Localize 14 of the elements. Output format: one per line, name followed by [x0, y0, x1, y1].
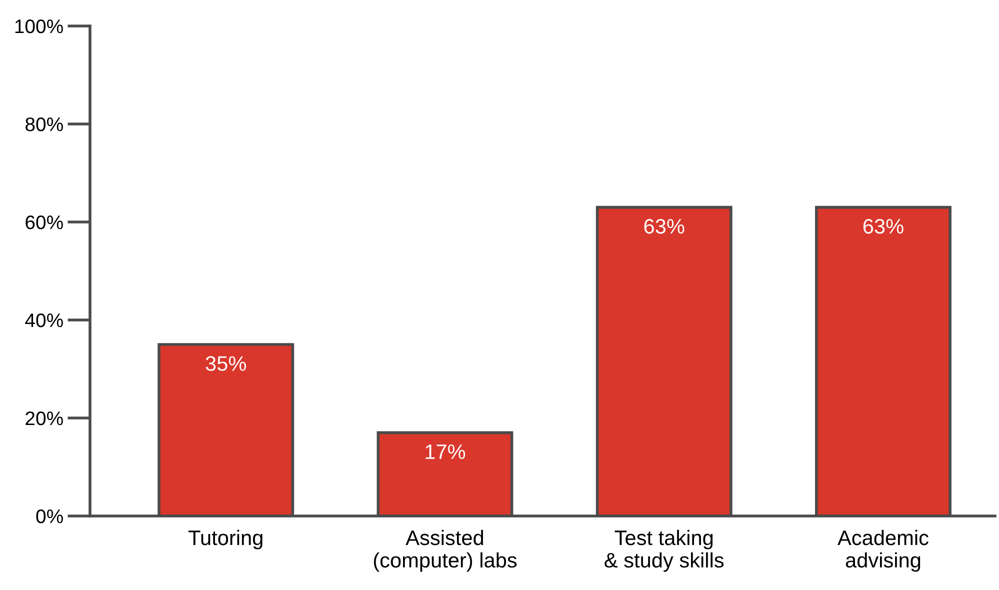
x-tick-label: Tutoring [188, 530, 262, 550]
x-tick-label: Assisted (computer) labs [374, 530, 517, 572]
data-label: 63% [863, 218, 904, 234]
y-tick-label: 20% [26, 411, 63, 426]
data-label: 63% [644, 218, 684, 234]
y-tick-label: 40% [25, 313, 63, 328]
y-tick-label: 100% [15, 19, 63, 34]
y-tick-label: 0% [36, 509, 63, 524]
x-tick-label: Academic advising [838, 530, 928, 572]
y-tick-label: 60% [26, 215, 63, 230]
data-label: 17% [426, 444, 466, 460]
x-tick-label: Test taking & study skills [604, 530, 724, 572]
y-tick-label: 80% [26, 117, 63, 132]
data-label: 35% [206, 356, 246, 371]
